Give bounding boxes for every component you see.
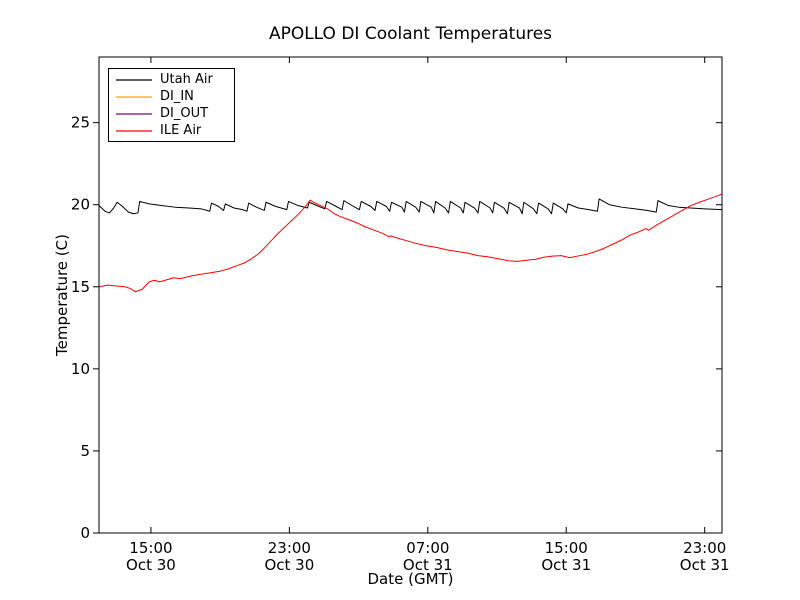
x-tick-label: 23:00 Oct 30 xyxy=(264,539,314,574)
y-tick-label: 5 xyxy=(80,442,90,460)
y-tick-label: 10 xyxy=(71,360,90,378)
chart-title: APOLLO DI Coolant Temperatures xyxy=(268,24,553,44)
series-line-utah-air xyxy=(98,198,723,215)
x-tick-label: 15:00 Oct 31 xyxy=(541,539,591,574)
axes-spines xyxy=(98,56,723,534)
legend-line-icon xyxy=(116,95,152,98)
legend: Utah Air DI_IN DI_OUT ILE Air xyxy=(108,68,235,142)
legend-item-di-out: DI_OUT xyxy=(109,106,234,122)
legend-item-utah-air: Utah Air xyxy=(109,72,234,88)
legend-item-label: ILE Air xyxy=(160,123,202,138)
legend-line-icon xyxy=(116,112,152,115)
legend-item-label: DI_OUT xyxy=(160,106,209,121)
y-tick-label: 25 xyxy=(71,114,90,132)
y-tick-label: 20 xyxy=(71,196,90,214)
legend-item-di-in: DI_IN xyxy=(109,89,234,105)
legend-item-ile-air: ILE Air xyxy=(109,123,234,139)
x-tick-label: 07:00 Oct 31 xyxy=(403,539,453,574)
legend-line-icon xyxy=(116,129,152,132)
x-tick-label: 15:00 Oct 30 xyxy=(126,539,176,574)
legend-line-icon xyxy=(116,78,152,81)
x-axis-label: Date (GMT) xyxy=(367,570,454,588)
x-tick-label: 23:00 Oct 31 xyxy=(680,539,730,574)
y-tick-label: 0 xyxy=(80,524,90,542)
series-line-ile-air xyxy=(98,193,723,293)
legend-item-label: DI_IN xyxy=(160,89,194,104)
legend-item-label: Utah Air xyxy=(160,72,213,87)
y-tick-label: 15 xyxy=(71,278,90,296)
